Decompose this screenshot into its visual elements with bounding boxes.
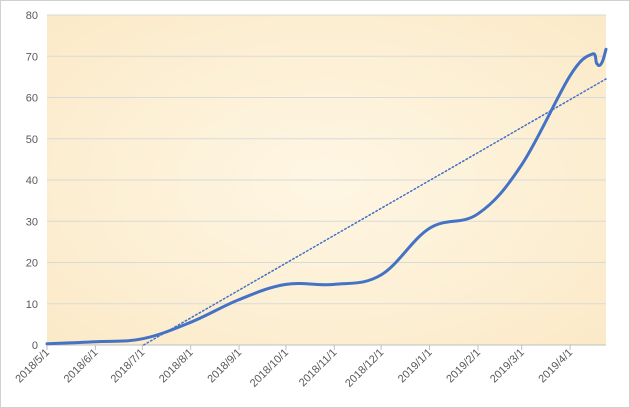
x-tick-label: 2019/3/1: [488, 347, 527, 386]
x-tick-label: 2018/8/1: [157, 347, 196, 386]
y-tick-label: 80: [26, 10, 38, 22]
x-tick-label: 2018/6/1: [62, 347, 101, 386]
trendline-group: [142, 78, 607, 346]
x-tick-label: 2018/7/1: [109, 347, 148, 386]
y-tick-label: 10: [26, 299, 38, 311]
x-tick-label: 2018/11/1: [297, 347, 340, 390]
y-tick-label: 60: [26, 93, 38, 105]
y-tick-label: 50: [26, 134, 38, 146]
series-line-0: [45, 47, 608, 346]
trendline: [142, 78, 607, 346]
x-tick-label: 2018/12/1: [343, 347, 386, 390]
x-tick-label: 2018/9/1: [205, 347, 244, 386]
series-group: [45, 47, 608, 346]
y-tick-label: 20: [26, 258, 38, 270]
y-tick-label: 40: [26, 175, 38, 187]
x-tick-label: 2018/5/1: [13, 347, 52, 386]
y-axis-tick-labels: 0 10 20 30 40 50 60 70 80: [26, 10, 38, 352]
y-tick-label: 0: [32, 340, 38, 352]
x-tick-label: 2018/10/1: [248, 347, 291, 390]
x-axis-tick-labels: 2018/5/1 2018/6/1 2018/7/1 2018/8/1 2018/9/1…: [13, 347, 575, 390]
x-tick-label: 2019/2/1: [444, 347, 483, 386]
y-tick-label: 70: [26, 51, 38, 63]
y-tick-label: 30: [26, 216, 38, 228]
axis-lines: [46, 344, 606, 350]
x-tick-label: 2019/4/1: [536, 347, 575, 386]
x-tick-label: 2019/1/1: [396, 347, 435, 386]
